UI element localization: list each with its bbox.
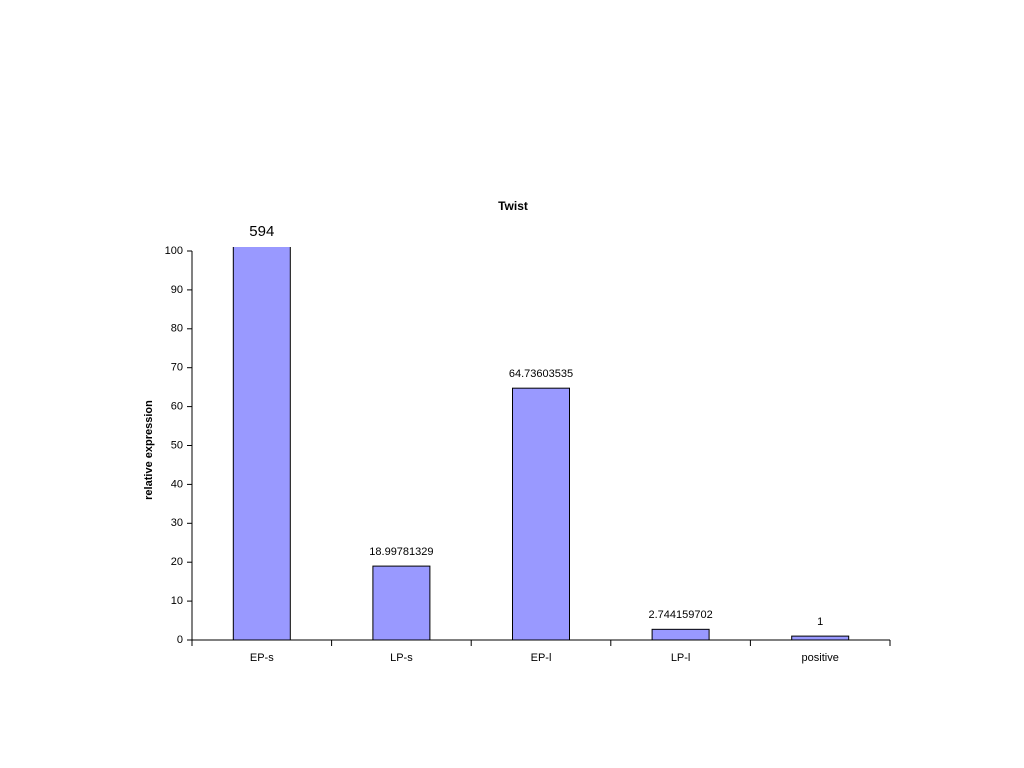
- data-label: 1: [817, 616, 823, 628]
- x-tick-label: LP-s: [390, 652, 413, 664]
- data-label: 2.744159702: [648, 609, 712, 621]
- y-tick-label: 50: [171, 439, 183, 451]
- x-tick-label: EP-l: [531, 652, 552, 664]
- chart-title: Twist: [498, 199, 528, 213]
- bar: [791, 635, 850, 641]
- data-label: 64.73603535: [509, 368, 573, 380]
- bar: [512, 387, 570, 641]
- y-tick-label: 0: [177, 634, 183, 646]
- y-tick-label: 90: [171, 284, 183, 296]
- bar: [232, 247, 291, 641]
- bar: [372, 565, 431, 641]
- y-tick-label: 40: [171, 478, 183, 490]
- x-tick-label: LP-l: [671, 652, 691, 664]
- y-tick-label: 20: [171, 556, 183, 568]
- y-tick-label: 70: [171, 362, 183, 374]
- y-tick-label: 60: [171, 401, 183, 413]
- y-tick-label: 100: [165, 245, 183, 257]
- x-tick-label: positive: [802, 652, 839, 664]
- y-tick-label: 10: [171, 595, 183, 607]
- bar: [651, 628, 710, 641]
- x-tick-label: EP-s: [250, 652, 274, 664]
- y-tick-label: 80: [171, 323, 183, 335]
- data-label: 594: [249, 223, 274, 240]
- y-axis-label: relative expression: [143, 400, 155, 500]
- y-tick-label: 30: [171, 517, 183, 529]
- data-label: 18.99781329: [369, 546, 433, 558]
